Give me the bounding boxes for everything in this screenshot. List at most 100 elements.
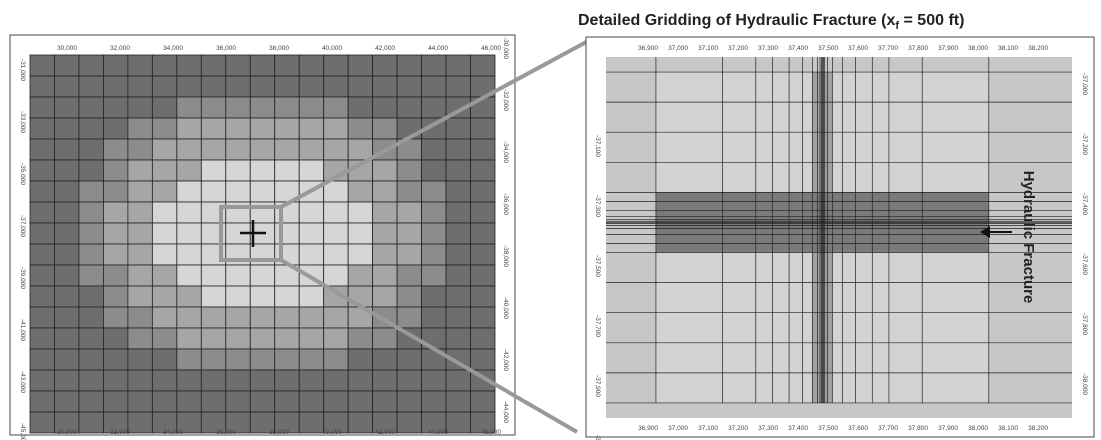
grid-cell (347, 264, 374, 287)
grid-cell (200, 75, 227, 98)
grid-cell (29, 285, 55, 308)
grid-cell (372, 96, 398, 119)
y-tick-label-right: -34,000 (502, 141, 509, 163)
grid-cell (323, 222, 349, 245)
grid-cell (151, 138, 178, 161)
grid-cell (78, 411, 104, 434)
grid-cell (103, 348, 129, 371)
grid-cell (151, 54, 178, 77)
grid-cell (103, 222, 129, 245)
grid-cell (176, 75, 202, 98)
grid-cell (176, 327, 202, 350)
grid-cell (103, 138, 129, 161)
grid-cell (103, 369, 129, 392)
x-tick-label-top: 40,000 (322, 45, 342, 52)
grid-cell (127, 285, 153, 308)
grid-cell (151, 306, 178, 329)
grid-cell (445, 201, 471, 224)
grid-cell (78, 96, 104, 119)
x-tick-label-bottom: 44,000 (428, 429, 448, 436)
grid-cell (372, 222, 398, 245)
grid-cell (421, 222, 447, 245)
y-tick-label-right: -37,200 (1081, 133, 1088, 155)
grid-cell (347, 96, 374, 119)
reservoir-grid-panel: 30,000 30,000 32,000 32,000 34,000 34,000 36,0… (9, 34, 516, 440)
grid-cell (396, 96, 422, 119)
grid-cell (127, 243, 153, 266)
grid-cell (54, 180, 80, 203)
grid-cell (298, 96, 325, 119)
grid-cell (127, 222, 153, 245)
grid-cell (78, 222, 104, 245)
grid-cell (249, 117, 276, 140)
y-tick-label-right: -30,000 (502, 37, 509, 59)
detail-axis-ticks: 36,900 36,900 37,000 37,000 37,100 37,100 37,2… (594, 45, 1088, 440)
grid-cell (103, 96, 129, 119)
grid-cell (29, 180, 55, 203)
grid-cell (54, 285, 80, 308)
grid-cell (176, 348, 202, 371)
grid-cell (151, 222, 178, 245)
grid-cell (274, 117, 300, 140)
grid-cell (323, 306, 349, 329)
grid-cell (103, 264, 129, 287)
grid-cell (323, 327, 349, 350)
zoom-connector-top (280, 38, 591, 209)
grid-cell (445, 264, 471, 287)
grid-cell (225, 327, 251, 350)
grid-cell (29, 306, 55, 329)
x-tick-label-bottom: 37,300 (758, 425, 778, 432)
y-tick-label-right: -32,000 (502, 89, 509, 111)
grid-cell (249, 75, 276, 98)
grid-cell (347, 138, 374, 161)
grid-cell (274, 285, 300, 308)
grid-cell (54, 243, 80, 266)
grid-cell (176, 243, 202, 266)
title-prefix: Detailed Gridding of Hydraulic Fracture … (578, 12, 895, 29)
grid-cell (274, 390, 300, 413)
grid-cell (127, 54, 153, 77)
grid-cell (127, 348, 153, 371)
grid-cell (323, 348, 349, 371)
x-tick-label-top: 36,000 (216, 45, 236, 52)
grid-cell (127, 96, 153, 119)
grid-cell (151, 327, 178, 350)
grid-cell (200, 327, 227, 350)
x-tick-label-top: 37,000 (668, 45, 688, 52)
y-tick-label-left: -41,000 (19, 319, 26, 341)
grid-cell (127, 306, 153, 329)
grid-cell (445, 75, 471, 98)
y-tick-label-left: -37,500 (594, 255, 601, 277)
grid-cell (396, 180, 422, 203)
grid-cell (347, 348, 374, 371)
grid-cell (29, 54, 55, 77)
wellbore-fracture-icon (240, 220, 266, 247)
grid-cell (421, 96, 447, 119)
grid-cell (421, 201, 447, 224)
grid-cell (249, 285, 276, 308)
x-tick-label-bottom: 38,000 (269, 429, 289, 436)
grid-cell (445, 180, 471, 203)
x-tick-label-bottom: 36,000 (216, 429, 236, 436)
grid-cell (225, 369, 251, 392)
x-tick-label-bottom: 34,000 (163, 429, 183, 436)
grid-cell (323, 201, 349, 224)
grid-cell (470, 327, 496, 350)
x-tick-label-top: 37,600 (848, 45, 868, 52)
grid-cell (176, 306, 202, 329)
grid-cell (347, 75, 374, 98)
grid-cell (470, 201, 496, 224)
grid-cell (249, 138, 276, 161)
grid-cell (445, 411, 471, 434)
grid-cell (151, 285, 178, 308)
grid-cell (176, 285, 202, 308)
grid-cell (396, 411, 422, 434)
grid-cell (298, 390, 325, 413)
grid-cell (421, 390, 447, 413)
x-tick-label-top: 37,300 (758, 45, 778, 52)
grid-cell (298, 201, 325, 224)
grid-cell (54, 222, 80, 245)
grid-cell (347, 222, 374, 245)
grid-cell (127, 117, 153, 140)
